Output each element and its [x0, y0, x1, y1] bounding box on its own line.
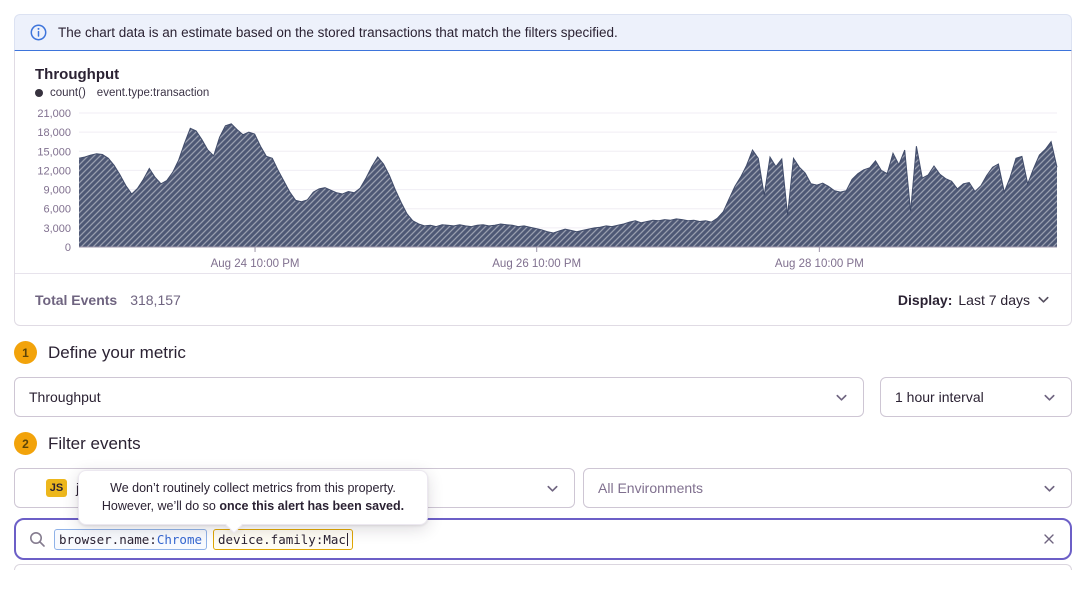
- alert-builder-page: The chart data is an estimate based on t…: [14, 14, 1072, 570]
- project-name: j: [76, 480, 79, 496]
- chevron-down-icon: [545, 481, 560, 496]
- tooltip-line2: However, we’ll do so once this alert has…: [101, 499, 405, 514]
- metric-select[interactable]: Throughput: [14, 377, 864, 417]
- svg-text:3,000: 3,000: [43, 223, 71, 235]
- text-caret: [346, 532, 348, 546]
- chart-title: Throughput: [35, 66, 120, 83]
- info-icon: [30, 24, 47, 41]
- display-period-dropdown[interactable]: Display: Last 7 days: [898, 292, 1051, 308]
- search-icon: [29, 531, 46, 548]
- metrics-collection-tooltip: We don’t routinely collect metrics from …: [78, 470, 428, 534]
- throughput-chart: 0 3,000 6,000 9,000 12,000 15,000 18,000 21,000…: [15, 103, 1071, 273]
- interval-select[interactable]: 1 hour interval: [880, 377, 1072, 417]
- svg-text:6,000: 6,000: [43, 204, 71, 216]
- search-token-device-family[interactable]: device.family:Mac: [213, 528, 353, 550]
- section-title-filter-events: Filter events: [48, 433, 141, 453]
- javascript-platform-badge: JS: [46, 479, 67, 497]
- section-filter-events-header: 2 Filter events: [14, 432, 1072, 455]
- legend-dot-icon: [35, 89, 43, 97]
- svg-text:15,000: 15,000: [37, 146, 71, 158]
- section-title-define-metric: Define your metric: [48, 342, 186, 362]
- search-token-list: browser.name:Chrome device.family:Mac: [54, 528, 1033, 550]
- svg-text:12,000: 12,000: [37, 165, 71, 177]
- svg-text:0: 0: [65, 242, 71, 254]
- environment-select[interactable]: All Environments: [583, 468, 1072, 508]
- search-token-browser-name[interactable]: browser.name:Chrome: [54, 528, 207, 550]
- filter-row: JS j All Environments We don’t routinely…: [14, 468, 1072, 534]
- svg-text:18,000: 18,000: [37, 127, 71, 139]
- svg-text:Aug 24 10:00 PM: Aug 24 10:00 PM: [211, 258, 300, 270]
- chevron-down-icon: [1042, 390, 1057, 405]
- legend-query-label: event.type:transaction: [96, 87, 210, 99]
- environment-select-value: All Environments: [598, 480, 704, 496]
- chart-panel: Throughput count() event.type:transactio…: [14, 51, 1072, 326]
- clear-search-icon[interactable]: [1041, 531, 1057, 547]
- chart-footer: Total Events 318,157 Display: Last 7 day…: [15, 273, 1071, 325]
- chart-legend: count() event.type:transaction: [35, 87, 1051, 99]
- step-1-badge: 1: [14, 341, 37, 364]
- metric-row: Throughput 1 hour interval: [14, 377, 1072, 417]
- legend-series-label: count(): [50, 87, 86, 99]
- chevron-down-icon: [834, 390, 849, 405]
- svg-text:9,000: 9,000: [43, 185, 71, 197]
- svg-text:Aug 28 10:00 PM: Aug 28 10:00 PM: [775, 258, 864, 270]
- step-2-badge: 2: [14, 432, 37, 455]
- chevron-down-icon: [1042, 481, 1057, 496]
- svg-text:Aug 26 10:00 PM: Aug 26 10:00 PM: [492, 258, 581, 270]
- section-define-metric-header: 1 Define your metric: [14, 341, 1072, 364]
- tooltip-line1: We don’t routinely collect metrics from …: [110, 481, 396, 495]
- total-events-value: 318,157: [130, 291, 181, 308]
- info-banner: The chart data is an estimate based on t…: [14, 14, 1072, 51]
- metric-select-value: Throughput: [29, 389, 101, 405]
- chevron-down-icon: [1036, 292, 1051, 307]
- banner-text: The chart data is an estimate based on t…: [58, 25, 618, 40]
- display-value: Last 7 days: [958, 291, 1030, 308]
- next-panel-top-edge: [14, 564, 1072, 570]
- total-events-label: Total Events: [35, 291, 118, 308]
- filter-search-input[interactable]: browser.name:Chrome device.family:Mac: [14, 518, 1072, 560]
- display-label: Display:: [897, 291, 953, 308]
- interval-select-value: 1 hour interval: [895, 389, 984, 405]
- svg-text:21,000: 21,000: [37, 108, 71, 120]
